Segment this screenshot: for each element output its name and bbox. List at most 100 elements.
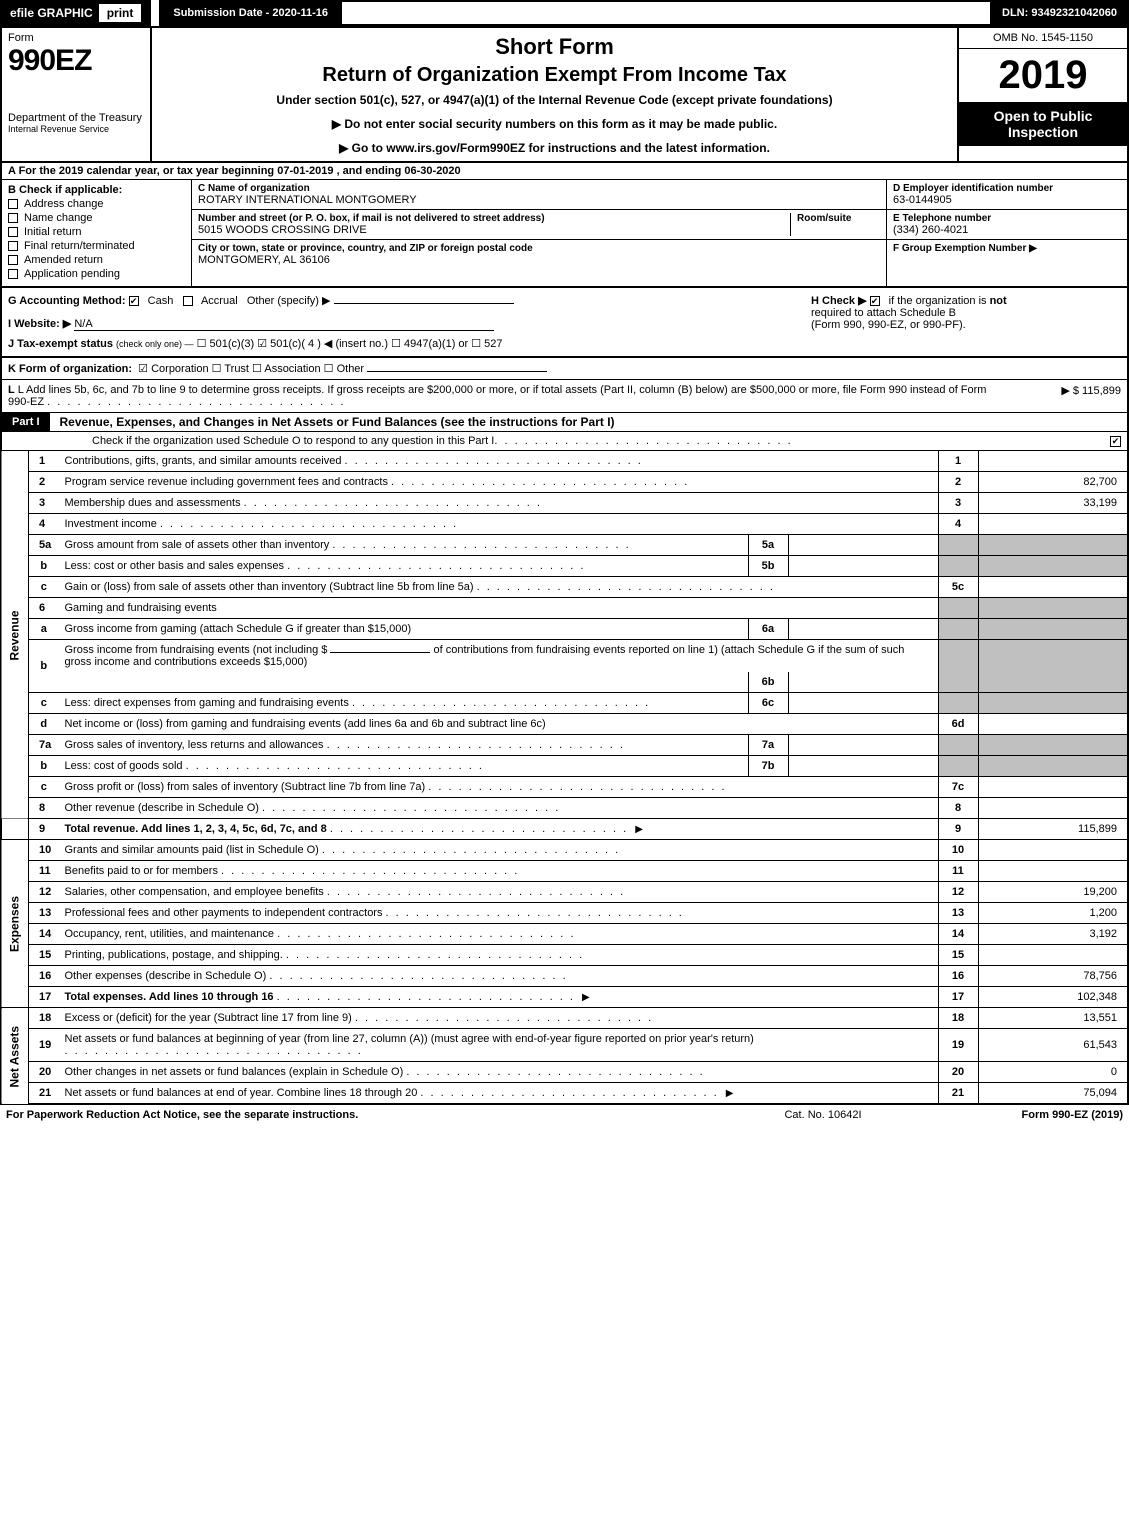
k-other-input[interactable]: [367, 371, 547, 372]
ln-14-rn: 14: [938, 924, 978, 945]
ln-5b-inval: [788, 556, 938, 577]
goto-link[interactable]: ▶ Go to www.irs.gov/Form990EZ for instru…: [339, 141, 770, 155]
ln-6b-desc: Gross income from fundraising events (no…: [59, 640, 939, 673]
chk-h[interactable]: [870, 296, 880, 306]
g-other-input[interactable]: [334, 303, 514, 304]
chk-schedule-o[interactable]: [1110, 436, 1121, 447]
ln-7c-num: c: [29, 777, 59, 798]
ln-3-desc: Membership dues and assessments: [59, 493, 939, 514]
ln-7a-inval: [788, 735, 938, 756]
ln-12-val: 19,200: [978, 882, 1128, 903]
header-right: OMB No. 1545-1150 2019 Open to Public In…: [957, 28, 1127, 161]
h-not: not: [990, 295, 1007, 307]
checkbox-icon[interactable]: [8, 241, 18, 251]
part-1-check-o: Check if the organization used Schedule …: [0, 432, 1129, 451]
ln-5b-desc: Less: cost or other basis and sales expe…: [59, 556, 749, 577]
ln-7a-inn: 7a: [748, 735, 788, 756]
g-label: G Accounting Method:: [8, 295, 126, 307]
entity-info-block: B Check if applicable: Address change Na…: [0, 180, 1129, 288]
line-a-end: 06-30-2020: [404, 165, 460, 177]
check-o-text: Check if the organization used Schedule …: [92, 435, 494, 447]
ln-5b-inn: 5b: [748, 556, 788, 577]
checkbox-icon[interactable]: [8, 227, 18, 237]
ln-7b-val-shade: [978, 756, 1128, 777]
ln-18-num: 18: [29, 1008, 59, 1029]
chk-accrual[interactable]: [183, 296, 193, 306]
irs-label: Internal Revenue Service: [8, 124, 144, 134]
arrow-icon: [722, 1087, 734, 1099]
line-a-begin: 07-01-2019: [277, 165, 333, 177]
ln-12-rn: 12: [938, 882, 978, 903]
ln-10-rn: 10: [938, 840, 978, 861]
ln-19-val: 61,543: [978, 1029, 1128, 1062]
ln-10-num: 10: [29, 840, 59, 861]
footer-cat-no: Cat. No. 10642I: [723, 1109, 923, 1121]
city-label: City or town, state or province, country…: [198, 243, 880, 254]
ln-6a-val-shade: [978, 619, 1128, 640]
chk-application-pending[interactable]: Application pending: [8, 268, 185, 280]
checkbox-icon[interactable]: [8, 199, 18, 209]
goto-line[interactable]: ▶ Go to www.irs.gov/Form990EZ for instru…: [162, 141, 947, 155]
ln-9-val: 115,899: [978, 819, 1128, 840]
short-form-title: Short Form: [162, 34, 947, 60]
efile-graphic-print[interactable]: efile GRAPHIC print: [0, 0, 151, 26]
phone-label: E Telephone number: [893, 213, 1121, 224]
checkbox-icon[interactable]: [8, 255, 18, 265]
line-l: L L Add lines 5b, 6c, and 7b to line 9 t…: [0, 380, 1129, 413]
ln-7b-inn: 7b: [748, 756, 788, 777]
box-b: B Check if applicable: Address change Na…: [2, 180, 192, 286]
department-label: Department of the Treasury: [8, 112, 144, 124]
ln-17-rn: 17: [938, 987, 978, 1008]
ln-6c-desc: Less: direct expenses from gaming and fu…: [59, 693, 749, 714]
room-label: Room/suite: [797, 213, 880, 224]
ln-16-num: 16: [29, 966, 59, 987]
ein-value: 63-0144905: [893, 194, 1121, 206]
ln-5a-desc: Gross amount from sale of assets other t…: [59, 535, 749, 556]
line-a-prefix: A For the 2019 calendar year, or tax yea…: [8, 165, 277, 177]
chk-name-change[interactable]: Name change: [8, 212, 185, 224]
ln-8-rn: 8: [938, 798, 978, 819]
g-other: Other (specify) ▶: [247, 295, 331, 307]
i-label: I Website: ▶: [8, 318, 71, 330]
ln-6b-input[interactable]: [330, 652, 430, 653]
ln-16-desc: Other expenses (describe in Schedule O): [59, 966, 939, 987]
ln-5c-num: c: [29, 577, 59, 598]
print-button[interactable]: print: [99, 4, 142, 22]
ln-17-num: 17: [29, 987, 59, 1008]
line-h: H Check ▶ if the organization is not req…: [801, 294, 1121, 350]
chk-initial-return[interactable]: Initial return: [8, 226, 185, 238]
line-a-mid: , and ending: [337, 165, 405, 177]
checkbox-icon[interactable]: [8, 269, 18, 279]
ln-7a-num: 7a: [29, 735, 59, 756]
form-word: Form: [8, 32, 144, 44]
ln-21-num: 21: [29, 1083, 59, 1105]
top-bar: efile GRAPHIC print Submission Date - 20…: [0, 0, 1129, 28]
efile-label: efile GRAPHIC: [10, 6, 93, 20]
chk-amended-return[interactable]: Amended return: [8, 254, 185, 266]
under-section: Under section 501(c), 527, or 4947(a)(1)…: [162, 93, 947, 107]
checkbox-icon[interactable]: [8, 213, 18, 223]
ln-9-desc: Total revenue. Add lines 1, 2, 3, 4, 5c,…: [59, 819, 939, 840]
j-small: (check only one) —: [116, 339, 194, 349]
ln-11-desc: Benefits paid to or for members: [59, 861, 939, 882]
j-label: J Tax-exempt status: [8, 338, 113, 350]
ln-6-desc: Gaming and fundraising events: [59, 598, 939, 619]
return-title: Return of Organization Exempt From Incom…: [162, 64, 947, 87]
chk-address-change[interactable]: Address change: [8, 198, 185, 210]
line-j: J Tax-exempt status (check only one) — ☐…: [8, 337, 801, 350]
ln-3-rn: 3: [938, 493, 978, 514]
ln-7c-val: [978, 777, 1128, 798]
ln-18-desc: Excess or (deficit) for the year (Subtra…: [59, 1008, 939, 1029]
ln-17-desc: Total expenses. Add lines 10 through 16: [59, 987, 939, 1008]
ln-9-num: 9: [29, 819, 59, 840]
ln-6d-rn: 6d: [938, 714, 978, 735]
chk-final-return[interactable]: Final return/terminated: [8, 240, 185, 252]
expenses-side-label: Expenses: [1, 840, 29, 1008]
ln-18-val: 13,551: [978, 1008, 1128, 1029]
ein-row: D Employer identification number 63-0144…: [887, 180, 1127, 210]
chk-cash[interactable]: [129, 296, 139, 306]
city-row: City or town, state or province, country…: [192, 240, 886, 269]
website-value: N/A: [74, 318, 494, 331]
h-suffix3: (Form 990, 990-EZ, or 990-PF).: [811, 319, 966, 331]
ln-13-desc: Professional fees and other payments to …: [59, 903, 939, 924]
